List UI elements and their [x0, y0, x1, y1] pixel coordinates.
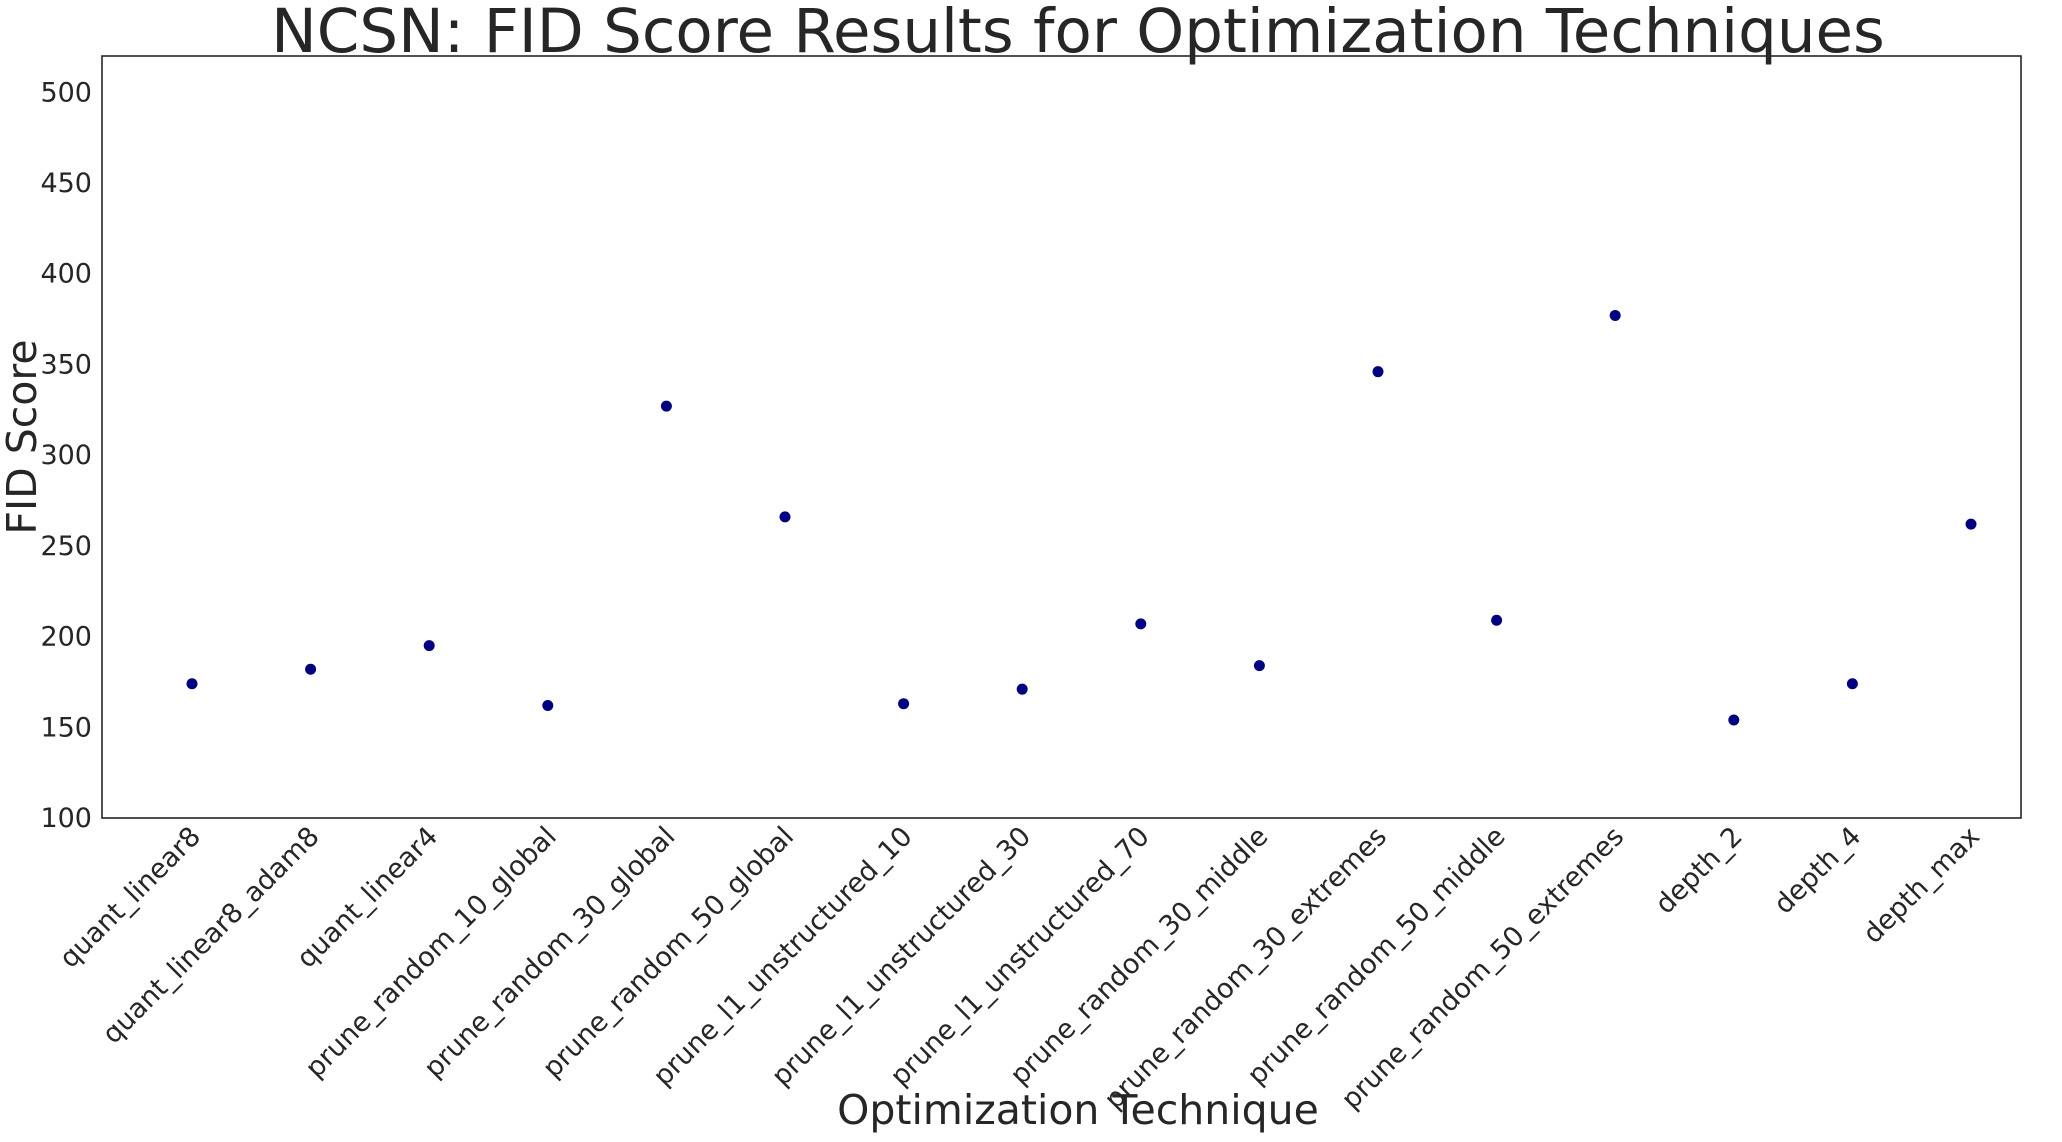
data-point-prune_l1_unstructured_70: [1135, 618, 1147, 630]
x-tick-label: prune_l1_unstructured_70: [885, 821, 1156, 1092]
x-tick-label: prune_random_30_middle: [1004, 821, 1274, 1091]
data-points: [186, 309, 1977, 726]
x-tick-label: prune_random_50_global: [537, 821, 800, 1084]
data-point-prune_l1_unstructured_10: [898, 698, 910, 710]
data-point-quant_linear4: [423, 640, 435, 652]
x-tick-label: prune_random_10_global: [300, 821, 563, 1084]
x-tick-label: depth_max: [1857, 821, 1986, 950]
chart-title: NCSN: FID Score Results for Optimization…: [271, 0, 1885, 67]
x-tick-label: prune_l1_unstructured_10: [647, 821, 918, 1092]
data-point-prune_l1_unstructured_30: [1016, 683, 1028, 695]
x-axis-label: Optimization Technique: [837, 1086, 1319, 1134]
y-tick-label: 400: [40, 259, 92, 290]
y-tick-label: 150: [40, 712, 92, 743]
y-tick-label: 250: [40, 531, 92, 562]
y-tick-label: 100: [40, 803, 92, 834]
data-point-prune_random_50_extremes: [1609, 309, 1621, 321]
data-point-prune_random_30_extremes: [1372, 366, 1384, 378]
data-point-prune_random_50_global: [779, 511, 791, 523]
x-tick-label: quant_linear8_adam8: [97, 821, 326, 1050]
y-tick-label: 300: [40, 440, 92, 471]
data-point-prune_random_30_global: [660, 400, 672, 412]
data-point-prune_random_30_middle: [1253, 660, 1265, 672]
x-tick-label: prune_l1_unstructured_30: [766, 821, 1037, 1092]
y-axis-ticks: 100 150 200 250 300 350 400 450 500: [40, 77, 92, 834]
data-point-quant_linear8: [186, 678, 198, 690]
data-point-prune_random_50_middle: [1491, 614, 1503, 626]
plot-area-frame: [101, 55, 2022, 819]
data-point-depth_4: [1846, 678, 1858, 690]
x-tick-label: prune_random_50_middle: [1242, 821, 1512, 1091]
y-tick-label: 350: [40, 349, 92, 380]
y-tick-label: 200: [40, 622, 92, 653]
y-tick-label: 450: [40, 168, 92, 199]
x-tick-label: prune_random_30_global: [418, 821, 681, 1084]
data-point-prune_random_10_global: [542, 700, 554, 712]
data-point-quant_linear8_adam8: [305, 663, 317, 675]
y-axis-label: FID Score: [0, 339, 46, 534]
x-axis-ticks: quant_linear8quant_linear8_adam8quant_li…: [54, 821, 1986, 1115]
data-point-depth_2: [1728, 714, 1740, 726]
y-tick-label: 500: [40, 77, 92, 108]
x-tick-label: depth_2: [1650, 821, 1749, 920]
x-tick-label: depth_4: [1768, 821, 1867, 920]
data-point-depth_max: [1965, 518, 1977, 530]
